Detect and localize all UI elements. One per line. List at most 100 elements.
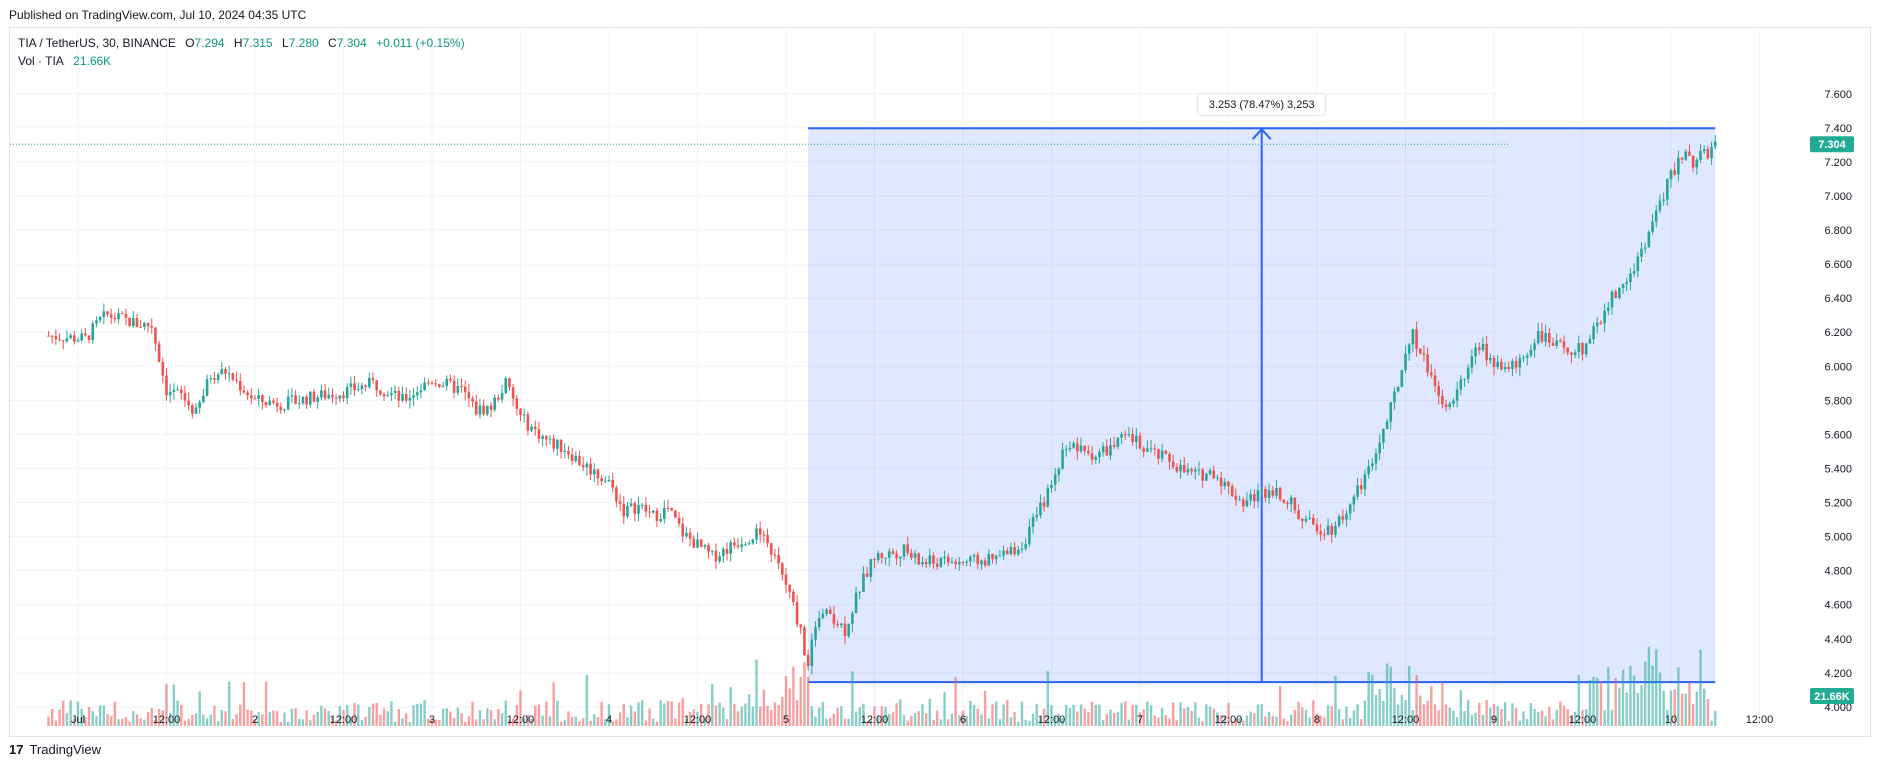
candle-up	[1618, 288, 1621, 299]
volume-bar	[139, 718, 142, 726]
candle-up	[1702, 149, 1706, 151]
candle-up	[1249, 494, 1252, 501]
candle-down	[1282, 499, 1286, 503]
volume-bar	[1673, 689, 1676, 726]
price-tick-label: 4.200	[1824, 668, 1852, 680]
candle-up	[729, 542, 732, 554]
candle-up	[1511, 361, 1514, 369]
volume-bar	[1666, 709, 1669, 726]
volume-bar	[1669, 690, 1673, 726]
volume-bar	[124, 716, 128, 726]
volume-bar	[1367, 671, 1370, 726]
volume-bar	[1120, 702, 1123, 726]
volume-bar	[1076, 711, 1079, 726]
volume-bar	[1179, 702, 1182, 726]
volume-bar	[784, 676, 788, 726]
volume-bar	[1242, 720, 1245, 726]
candle-up	[1481, 343, 1485, 350]
volume-bar	[320, 705, 323, 726]
volume-bar	[832, 713, 836, 726]
candle-up	[268, 400, 272, 406]
candle-down	[275, 402, 279, 407]
volume-bar	[1632, 675, 1636, 726]
candle-up	[840, 623, 843, 626]
volume-bar	[242, 682, 246, 726]
candle-down	[353, 383, 356, 391]
volume-bar	[438, 719, 441, 726]
volume-bar	[146, 712, 150, 726]
volume-bar	[283, 712, 286, 726]
volume-bar	[947, 719, 950, 726]
volume-bar	[681, 698, 684, 726]
candle-down	[773, 554, 777, 556]
volume-bar	[272, 710, 275, 726]
volume-bar	[670, 701, 673, 726]
candle-up	[1496, 361, 1499, 368]
volume-bar	[976, 708, 979, 726]
volume-bar	[515, 705, 519, 726]
candle-up	[386, 395, 390, 397]
candle-down	[87, 335, 91, 340]
volume-bar	[921, 704, 924, 726]
candle-down	[1559, 340, 1562, 342]
candle-up	[980, 560, 983, 565]
volume-bar	[1382, 700, 1385, 726]
candle-up	[401, 393, 404, 401]
candle-up	[91, 323, 95, 340]
candle-up	[1518, 358, 1522, 368]
candle-down	[47, 335, 50, 337]
volume-bar	[1234, 718, 1238, 726]
volume-bar	[1271, 716, 1274, 726]
volume-bar	[1496, 706, 1499, 726]
candle-down	[139, 326, 142, 328]
price-labels: 7.304 21.66K	[10, 136, 1854, 704]
candle-up	[172, 389, 176, 392]
volume-bar	[1507, 720, 1510, 726]
candle-up	[1666, 179, 1669, 200]
symbol-label[interactable]: TIA / TetherUS, 30, BINANCE	[18, 36, 176, 50]
candle-down	[157, 343, 161, 363]
volume-bar	[699, 703, 703, 726]
candle-down	[865, 573, 869, 577]
candle-down	[1293, 497, 1297, 511]
volume-bar	[1404, 699, 1407, 726]
volume-bar	[508, 719, 511, 726]
volume-bar	[954, 677, 957, 726]
volume-bar	[865, 721, 869, 726]
volume-bar	[1345, 706, 1348, 726]
candle-up	[1463, 378, 1466, 380]
candle-down	[213, 378, 216, 380]
volume-bar	[1584, 709, 1588, 726]
candle-down	[1492, 357, 1496, 368]
candle-down	[784, 574, 788, 585]
candle-down	[434, 383, 437, 385]
candle-up	[478, 405, 482, 415]
candle-down	[1581, 343, 1584, 355]
volume-label[interactable]: Vol · TIA	[18, 54, 64, 68]
volume-value: 21.66K	[73, 54, 112, 68]
volume-bar	[91, 711, 94, 726]
candle-up	[390, 393, 393, 396]
volume-bar	[1629, 666, 1632, 726]
volume-bar	[1655, 649, 1658, 726]
time-tick-label: 12:00	[684, 714, 712, 726]
volume-bar	[1171, 702, 1175, 726]
volume-bar	[1127, 719, 1131, 726]
candle-down	[1323, 534, 1326, 536]
volume-bar	[644, 720, 648, 726]
tradingview-logo-icon[interactable]: 17	[9, 742, 24, 757]
volume-bar	[1157, 717, 1160, 726]
volume-bar	[1651, 665, 1654, 726]
price-tick-label: 7.200	[1824, 157, 1852, 169]
volume-bar	[1459, 690, 1463, 726]
volume-bar	[1573, 711, 1577, 726]
volume-bar	[1024, 719, 1027, 726]
volume-bar	[58, 709, 61, 726]
candle-up	[1216, 477, 1219, 479]
brand-name[interactable]: TradingView	[29, 742, 102, 757]
volume-bar	[615, 719, 618, 726]
chart-frame	[9, 27, 1871, 737]
volume-bar	[559, 721, 563, 726]
candle-up	[1610, 291, 1614, 308]
